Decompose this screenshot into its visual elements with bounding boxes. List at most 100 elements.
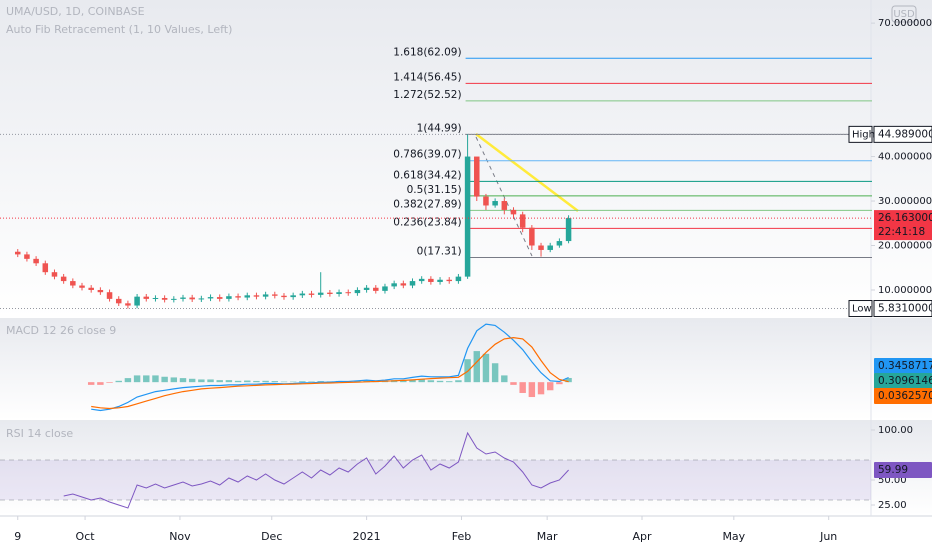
candle-body <box>556 241 563 246</box>
histogram-bar <box>510 382 517 385</box>
countdown: 22:41:18 <box>878 226 925 238</box>
candle-body <box>24 254 30 259</box>
histogram-bar <box>501 375 508 383</box>
high-tag-bg <box>873 125 932 143</box>
histogram-bar <box>299 381 306 383</box>
histogram-bar <box>198 379 205 383</box>
candle-body <box>171 298 177 300</box>
histogram-bar <box>234 380 242 383</box>
fib-label: 1.414(56.45) <box>393 71 461 83</box>
candle-body <box>262 294 269 297</box>
y-tick-label: 25.00 <box>878 500 907 511</box>
candle-body <box>474 156 480 197</box>
macd-value-tag-bg <box>874 388 932 404</box>
candle-body <box>519 214 526 228</box>
rsi-value-tag: 59.99 <box>878 464 908 476</box>
candle-body <box>345 292 351 294</box>
fib-label: 1(44.99) <box>417 122 462 134</box>
y-tick-label: 10.00000000 <box>878 285 932 296</box>
candle-body <box>207 297 214 299</box>
low-tag-bg <box>873 300 932 318</box>
candle-body <box>70 281 76 286</box>
histogram-bar <box>143 375 150 383</box>
candle-body <box>529 227 535 246</box>
x-tick-label: Oct <box>76 530 96 543</box>
macd-value-tag: 0.03625708 <box>878 390 932 402</box>
candle-body <box>125 303 131 306</box>
histogram-bar <box>308 381 315 383</box>
candle-body <box>180 297 186 299</box>
candle-body <box>244 295 251 298</box>
y-tick-label: 100.00 <box>878 425 913 436</box>
histogram-bar <box>354 380 361 383</box>
histogram-bar <box>87 382 95 385</box>
x-tick-label: Dec <box>261 530 282 543</box>
fib-label: 0(17.31) <box>417 245 462 257</box>
histogram-bar <box>262 380 269 383</box>
currency-label[interactable]: USD <box>893 9 915 20</box>
candle-body <box>51 272 58 277</box>
histogram-bar <box>491 363 499 383</box>
last-price-tag-bg <box>874 210 932 241</box>
x-tick-label: Nov <box>169 530 191 543</box>
candle-body <box>336 292 342 294</box>
candle-body <box>235 296 241 298</box>
x-tick-label: May <box>722 530 745 543</box>
candle-body <box>33 258 39 264</box>
fib-label: 1.618(62.09) <box>393 46 461 58</box>
histogram-bar <box>207 379 214 383</box>
candle-body <box>437 279 443 282</box>
symbol-title: UMA/USD, 1D, COINBASE <box>6 5 145 18</box>
candle-body <box>418 278 425 282</box>
candle-body <box>492 201 498 206</box>
candle-body <box>547 245 553 250</box>
histogram-bar <box>106 382 113 383</box>
macd-value-tag-bg <box>874 373 932 389</box>
candle-body <box>60 276 67 282</box>
fib-trend-line <box>475 136 533 257</box>
currency-button[interactable] <box>891 5 917 23</box>
histogram-bar <box>528 382 536 398</box>
candle-body <box>272 294 278 296</box>
x-tick-label: Feb <box>452 530 471 543</box>
histogram-bar <box>280 381 288 383</box>
candle-body <box>327 292 333 294</box>
histogram-bar <box>124 378 132 383</box>
histogram-bar <box>97 382 104 385</box>
x-tick-label: Jun <box>819 530 837 543</box>
candle-body <box>483 196 489 206</box>
candle-body <box>281 295 287 298</box>
histogram-bar <box>409 379 416 383</box>
fib-label: 0.5(31.15) <box>407 184 462 196</box>
high-label-bg <box>848 125 873 143</box>
rsi-band <box>0 460 871 500</box>
histogram-bar <box>436 380 444 383</box>
candle-body <box>106 292 113 299</box>
histogram-bar <box>289 381 297 383</box>
histogram-bar <box>547 382 554 391</box>
histogram-bar <box>271 381 279 383</box>
histogram-bar <box>179 378 187 383</box>
candle-body <box>308 293 315 295</box>
candle-body <box>446 279 452 282</box>
histogram-bar <box>152 375 159 383</box>
rsi-value-tag-bg <box>874 462 932 479</box>
candle-body <box>428 278 434 282</box>
line <box>63 431 569 509</box>
candle-body <box>290 295 296 298</box>
trend-line <box>475 133 579 212</box>
candle-body <box>14 251 21 255</box>
macd-value-tag-bg <box>874 358 932 374</box>
candle-body <box>134 296 140 306</box>
y-tick-label: 30.00000000 <box>878 196 932 207</box>
fib-label: 0.236(23.84) <box>393 216 461 228</box>
macd-title: MACD 12 26 close 9 <box>6 324 116 337</box>
candle-body <box>391 283 397 287</box>
histogram-bar <box>115 380 122 383</box>
histogram-bar <box>418 379 425 383</box>
fib-label: 0.618(34.42) <box>393 169 461 181</box>
candle-body <box>455 276 462 282</box>
candle-body <box>409 281 416 286</box>
candle-body <box>161 297 168 300</box>
